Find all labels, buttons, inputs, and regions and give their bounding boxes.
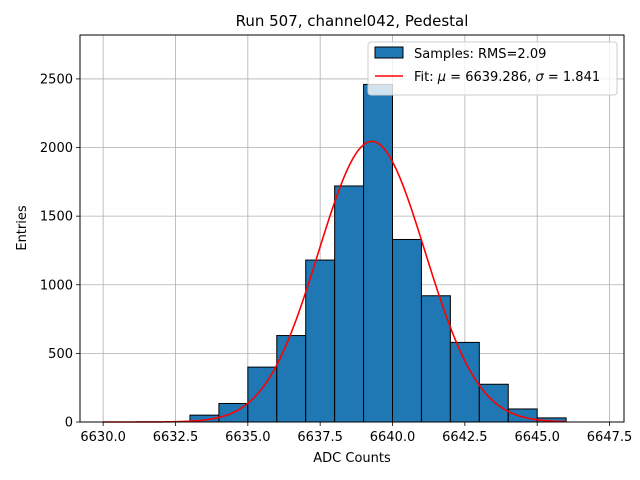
legend-box (367, 41, 618, 96)
histogram-bar (276, 335, 307, 423)
legend-histogram-swatch (374, 46, 404, 59)
x-tick-label: 6640.0 (370, 430, 416, 445)
y-axis-label: Entries (15, 205, 30, 251)
y-tick-label: 500 (48, 347, 73, 362)
x-tick-label: 6642.5 (442, 430, 488, 445)
chart-title: Run 507, channel042, Pedestal (236, 12, 469, 30)
histogram-bar (334, 185, 365, 423)
histogram-bar (363, 83, 394, 423)
legend-fit-sigma-symbol: σ (536, 70, 545, 85)
x-axis-ticks: 6630.0 6632.5 6635.0 6637.5 6640.0 6642.5 6645… (80, 422, 632, 445)
histogram-bar (392, 238, 422, 423)
x-tick-label: 6637.5 (297, 430, 343, 445)
histogram-bar (507, 408, 538, 423)
histogram-bar (420, 295, 451, 423)
histogram-bar (247, 366, 278, 423)
histogram-bar (449, 341, 480, 423)
y-tick-label: 1500 (40, 210, 73, 225)
y-tick-label: 1000 (40, 278, 73, 293)
plot-frame (79, 34, 625, 423)
x-tick-label: 6635.0 (225, 430, 271, 445)
legend-histogram-label: Samples: RMS=2.09 (414, 47, 546, 62)
y-axis-ticks: 0 500 1000 1500 2000 2500 (40, 72, 80, 431)
histogram-bar (305, 259, 336, 423)
legend-fit-label: Fit: μ = 6639.286, σ = 1.841 (414, 70, 600, 85)
y-tick-label: 2000 (40, 141, 73, 156)
x-tick-label: 6645.0 (514, 430, 560, 445)
legend-fit-prefix: Fit: (414, 70, 438, 85)
legend: Samples: RMS=2.09 Fit: μ = 6639.286, σ =… (367, 41, 618, 96)
x-tick-label: 6630.0 (80, 430, 126, 445)
y-tick-label: 2500 (40, 72, 73, 87)
x-tick-label: 6632.5 (153, 430, 199, 445)
y-tick-label: 0 (65, 416, 73, 431)
legend-fit-mu-value: = 6639.286, (446, 70, 535, 85)
x-tick-label: 6647.5 (587, 430, 633, 445)
legend-fit-sigma-value: = 1.841 (544, 70, 600, 85)
legend-fit-mu-symbol: μ (437, 70, 446, 85)
x-axis-label: ADC Counts (313, 451, 391, 466)
